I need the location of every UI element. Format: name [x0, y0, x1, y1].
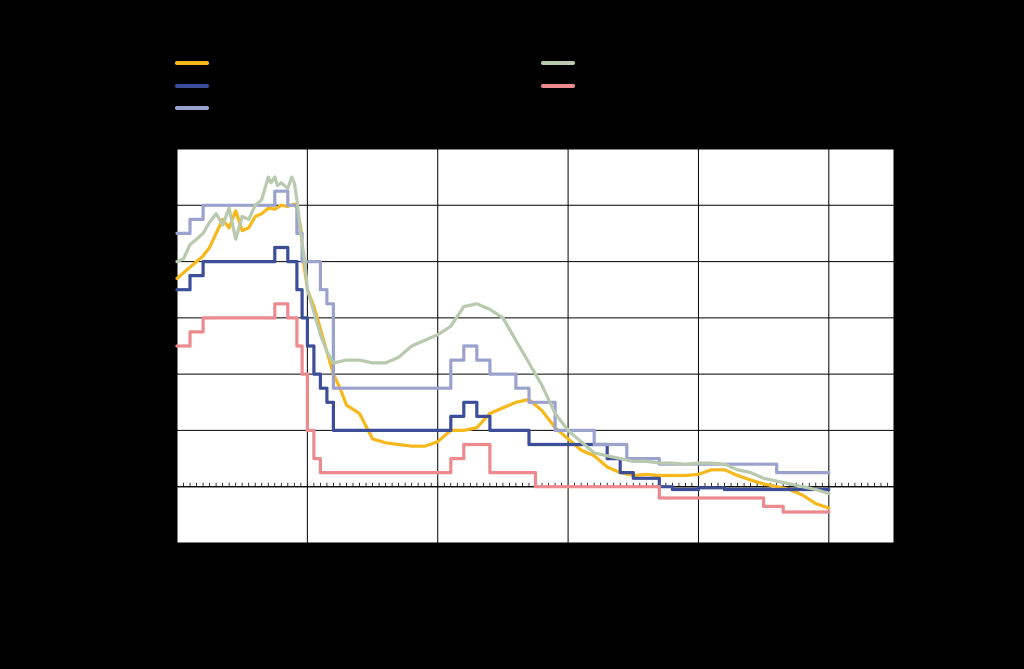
- series-line-darkblue: [175, 245, 831, 492]
- series-lines: [175, 175, 831, 514]
- series-line-sage: [175, 175, 831, 496]
- series-line-pink: [175, 302, 831, 514]
- legend: [175, 61, 575, 110]
- series-line-lavender: [175, 189, 831, 475]
- series-line-yellow: [175, 202, 831, 510]
